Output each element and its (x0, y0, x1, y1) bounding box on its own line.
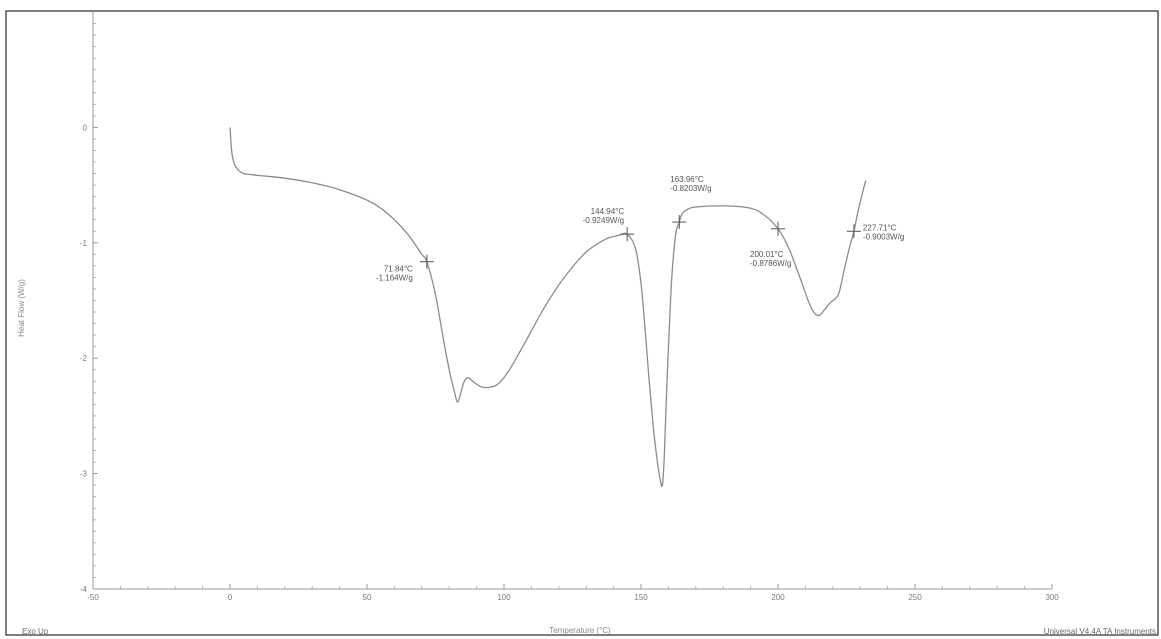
x-axis-title: Temperature (°C) (549, 626, 611, 635)
annotation-temp-label: 227.71°C (863, 223, 897, 232)
x-tick-label: -50 (87, 593, 99, 602)
y-axis-title: Heat Flow (W/g) (17, 279, 26, 337)
x-tick-label: 150 (634, 593, 648, 602)
annotation-temp-label: 144.94°C (591, 207, 625, 216)
heat-flow-curve (229, 127, 867, 488)
annotation-temp-label: 200.01°C (750, 250, 784, 259)
annotation-flow-label: -0.9249W/g (583, 216, 624, 225)
x-tick-label: 250 (908, 593, 922, 602)
x-tick-label: 200 (771, 593, 785, 602)
x-tick-label: 50 (363, 593, 372, 602)
annotation-flow-label: -1.164W/g (376, 274, 413, 283)
y-tick-label: -2 (80, 354, 88, 363)
x-tick-label: 100 (497, 593, 511, 602)
annotation-flow-label: -0.9003W/g (863, 232, 904, 241)
y-tick-label: -1 (80, 239, 88, 248)
x-tick-label: 300 (1045, 593, 1059, 602)
annotation-flow-label: -0.8786W/g (750, 259, 791, 268)
y-tick-label: -4 (80, 585, 88, 594)
instrument-label: Universal V4.4A TA Instruments (1044, 627, 1156, 636)
y-tick-label: -3 (80, 470, 88, 479)
annotation-flow-label: -0.8203W/g (670, 184, 711, 193)
y-tick-label: 0 (83, 123, 88, 132)
exo-up-label: Exo Up (22, 627, 49, 636)
page-frame (5, 10, 1159, 636)
annotation-temp-label: 71.84°C (384, 265, 413, 274)
x-tick-label: 0 (228, 593, 233, 602)
annotation-temp-label: 163.96°C (670, 175, 704, 184)
